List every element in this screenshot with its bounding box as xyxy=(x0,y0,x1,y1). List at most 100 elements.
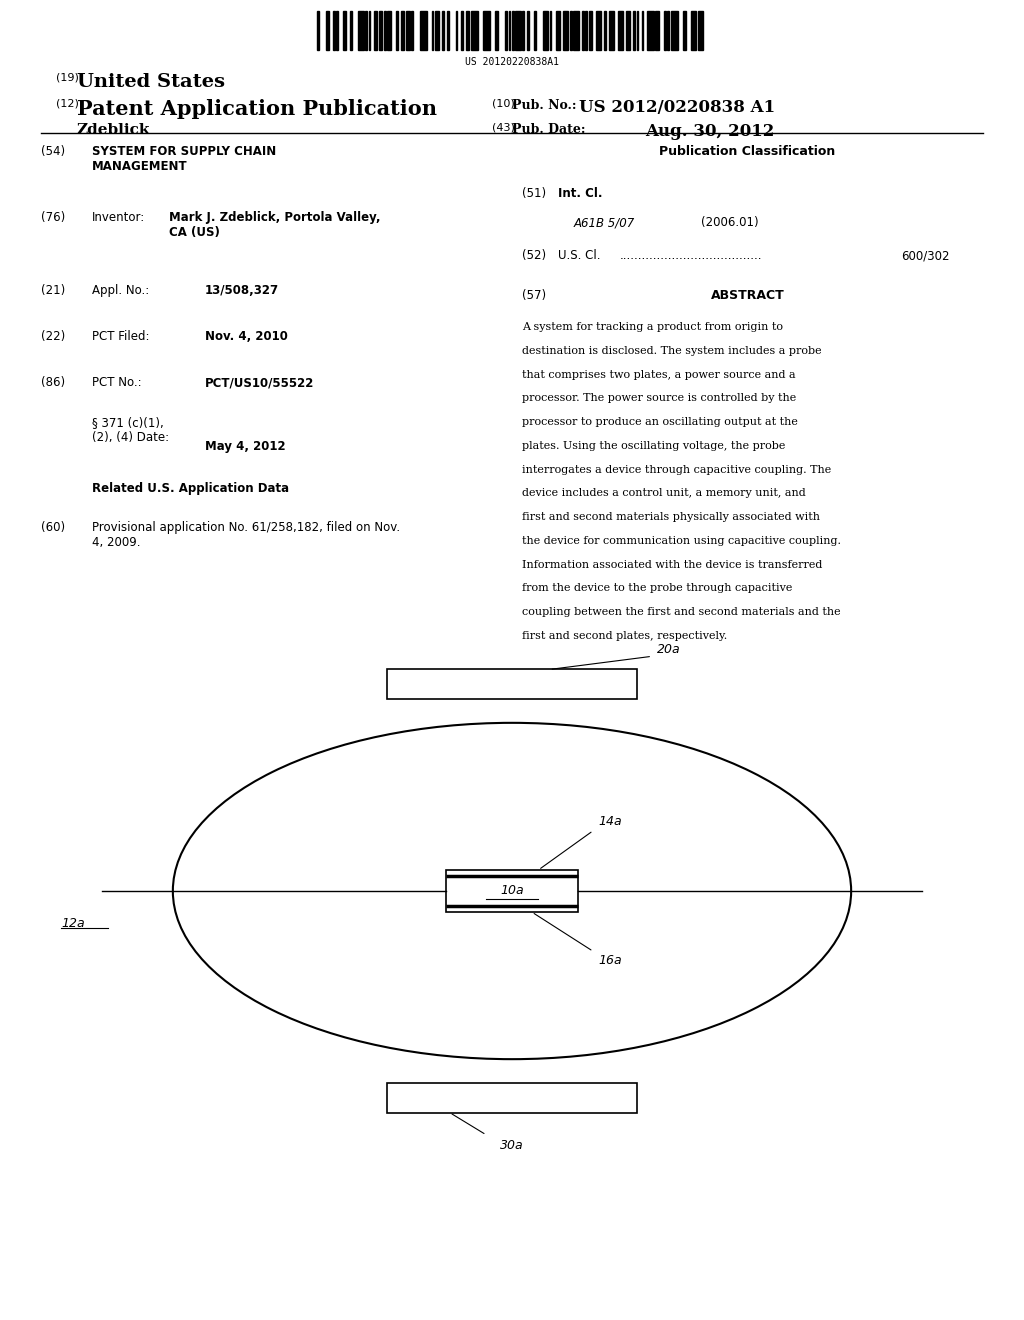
Text: 600/302: 600/302 xyxy=(901,249,949,263)
Bar xyxy=(358,11,364,50)
Text: coupling between the first and second materials and the: coupling between the first and second ma… xyxy=(522,607,841,618)
Text: (22): (22) xyxy=(41,330,66,343)
Text: 12a: 12a xyxy=(61,917,85,931)
Text: processor. The power source is controlled by the: processor. The power source is controlle… xyxy=(522,393,797,404)
Bar xyxy=(522,11,524,50)
Bar xyxy=(586,11,587,50)
Text: (21): (21) xyxy=(41,284,66,297)
Bar xyxy=(570,11,571,50)
Text: Provisional application No. 61/258,182, filed on Nov.
4, 2009.: Provisional application No. 61/258,182, … xyxy=(92,521,400,549)
Text: from the device to the probe through capacitive: from the device to the probe through cap… xyxy=(522,583,793,594)
Bar xyxy=(483,11,489,50)
Bar xyxy=(698,11,703,50)
Text: device includes a control unit, a memory unit, and: device includes a control unit, a memory… xyxy=(522,488,806,499)
Bar xyxy=(664,11,666,50)
Bar xyxy=(535,11,536,50)
Bar xyxy=(509,11,510,50)
Text: Pub. No.:: Pub. No.: xyxy=(512,99,577,112)
Text: that comprises two plates, a power source and a: that comprises two plates, a power sourc… xyxy=(522,370,796,380)
Text: first and second plates, respectively.: first and second plates, respectively. xyxy=(522,631,727,642)
Bar xyxy=(627,11,630,50)
Bar xyxy=(456,11,458,50)
Bar xyxy=(369,11,371,50)
Text: PCT No.:: PCT No.: xyxy=(92,376,141,389)
Bar xyxy=(466,11,469,50)
Text: A61B 5/07: A61B 5/07 xyxy=(573,216,635,230)
Bar xyxy=(432,11,433,50)
Bar xyxy=(350,11,351,50)
Bar xyxy=(343,11,346,50)
Text: (51): (51) xyxy=(522,187,547,201)
Text: 20a: 20a xyxy=(657,643,681,656)
Bar xyxy=(461,11,463,50)
Bar xyxy=(637,11,638,50)
Text: Zdeblick: Zdeblick xyxy=(77,123,151,137)
Text: 10a: 10a xyxy=(500,884,524,898)
Text: May 4, 2012: May 4, 2012 xyxy=(205,440,286,453)
Bar xyxy=(374,11,377,50)
Text: United States: United States xyxy=(77,73,225,91)
Bar xyxy=(647,11,653,50)
Text: first and second materials physically associated with: first and second materials physically as… xyxy=(522,512,820,523)
Text: 13/508,327: 13/508,327 xyxy=(205,284,279,297)
Bar xyxy=(633,11,635,50)
Text: ......................................: ...................................... xyxy=(620,249,762,263)
Text: Related U.S. Application Data: Related U.S. Application Data xyxy=(92,482,290,495)
Bar xyxy=(573,11,579,50)
Text: Mark J. Zdeblick, Portola Valley,
CA (US): Mark J. Zdeblick, Portola Valley, CA (US… xyxy=(169,211,381,239)
Text: Inventor:: Inventor: xyxy=(92,211,145,224)
Bar xyxy=(336,11,338,50)
Text: Pub. Date:: Pub. Date: xyxy=(512,123,586,136)
Bar xyxy=(317,11,319,50)
Bar xyxy=(407,11,410,50)
Text: plates. Using the oscillating voltage, the probe: plates. Using the oscillating voltage, t… xyxy=(522,441,785,451)
Bar xyxy=(384,11,386,50)
Bar xyxy=(596,11,601,50)
Bar xyxy=(412,11,413,50)
Bar xyxy=(420,11,427,50)
Bar xyxy=(366,11,367,50)
Bar xyxy=(655,11,658,50)
Bar xyxy=(582,11,584,50)
Text: (76): (76) xyxy=(41,211,66,224)
Text: processor to produce an oscillating output at the: processor to produce an oscillating outp… xyxy=(522,417,798,428)
Text: Aug. 30, 2012: Aug. 30, 2012 xyxy=(645,123,774,140)
Text: A system for tracking a product from origin to: A system for tracking a product from ori… xyxy=(522,322,783,333)
Text: SYSTEM FOR SUPPLY CHAIN
MANAGEMENT: SYSTEM FOR SUPPLY CHAIN MANAGEMENT xyxy=(92,145,276,173)
Bar xyxy=(668,11,669,50)
Bar xyxy=(495,11,499,50)
Text: U.S. Cl.: U.S. Cl. xyxy=(558,249,601,263)
Bar xyxy=(387,669,637,698)
Bar xyxy=(609,11,614,50)
Bar xyxy=(442,11,443,50)
Text: the device for communication using capacitive coupling.: the device for communication using capac… xyxy=(522,536,842,546)
Text: (57): (57) xyxy=(522,289,547,302)
Bar xyxy=(515,11,520,50)
Text: 30a: 30a xyxy=(500,1139,524,1152)
Bar xyxy=(387,11,391,50)
Bar xyxy=(604,11,606,50)
Bar xyxy=(671,11,678,50)
Text: (52): (52) xyxy=(522,249,547,263)
Text: interrogates a device through capacitive coupling. The: interrogates a device through capacitive… xyxy=(522,465,831,475)
Text: § 371 (c)(1),
(2), (4) Date:: § 371 (c)(1), (2), (4) Date: xyxy=(92,416,169,444)
Bar xyxy=(326,11,330,50)
Bar xyxy=(563,11,568,50)
Text: US 2012/0220838 A1: US 2012/0220838 A1 xyxy=(579,99,775,116)
Text: Patent Application Publication: Patent Application Publication xyxy=(77,99,437,119)
Bar xyxy=(543,11,548,50)
Text: PCT/US10/55522: PCT/US10/55522 xyxy=(205,376,314,389)
Text: (60): (60) xyxy=(41,521,66,535)
Bar xyxy=(691,11,696,50)
Text: Int. Cl.: Int. Cl. xyxy=(558,187,602,201)
Text: 16a: 16a xyxy=(598,954,622,968)
Text: (19): (19) xyxy=(56,73,79,83)
Bar xyxy=(387,1084,637,1113)
Bar xyxy=(446,870,578,912)
Text: (86): (86) xyxy=(41,376,66,389)
Text: Appl. No.:: Appl. No.: xyxy=(92,284,150,297)
Text: (43): (43) xyxy=(492,123,514,133)
Bar xyxy=(556,11,560,50)
Bar xyxy=(435,11,438,50)
Text: (54): (54) xyxy=(41,145,66,158)
